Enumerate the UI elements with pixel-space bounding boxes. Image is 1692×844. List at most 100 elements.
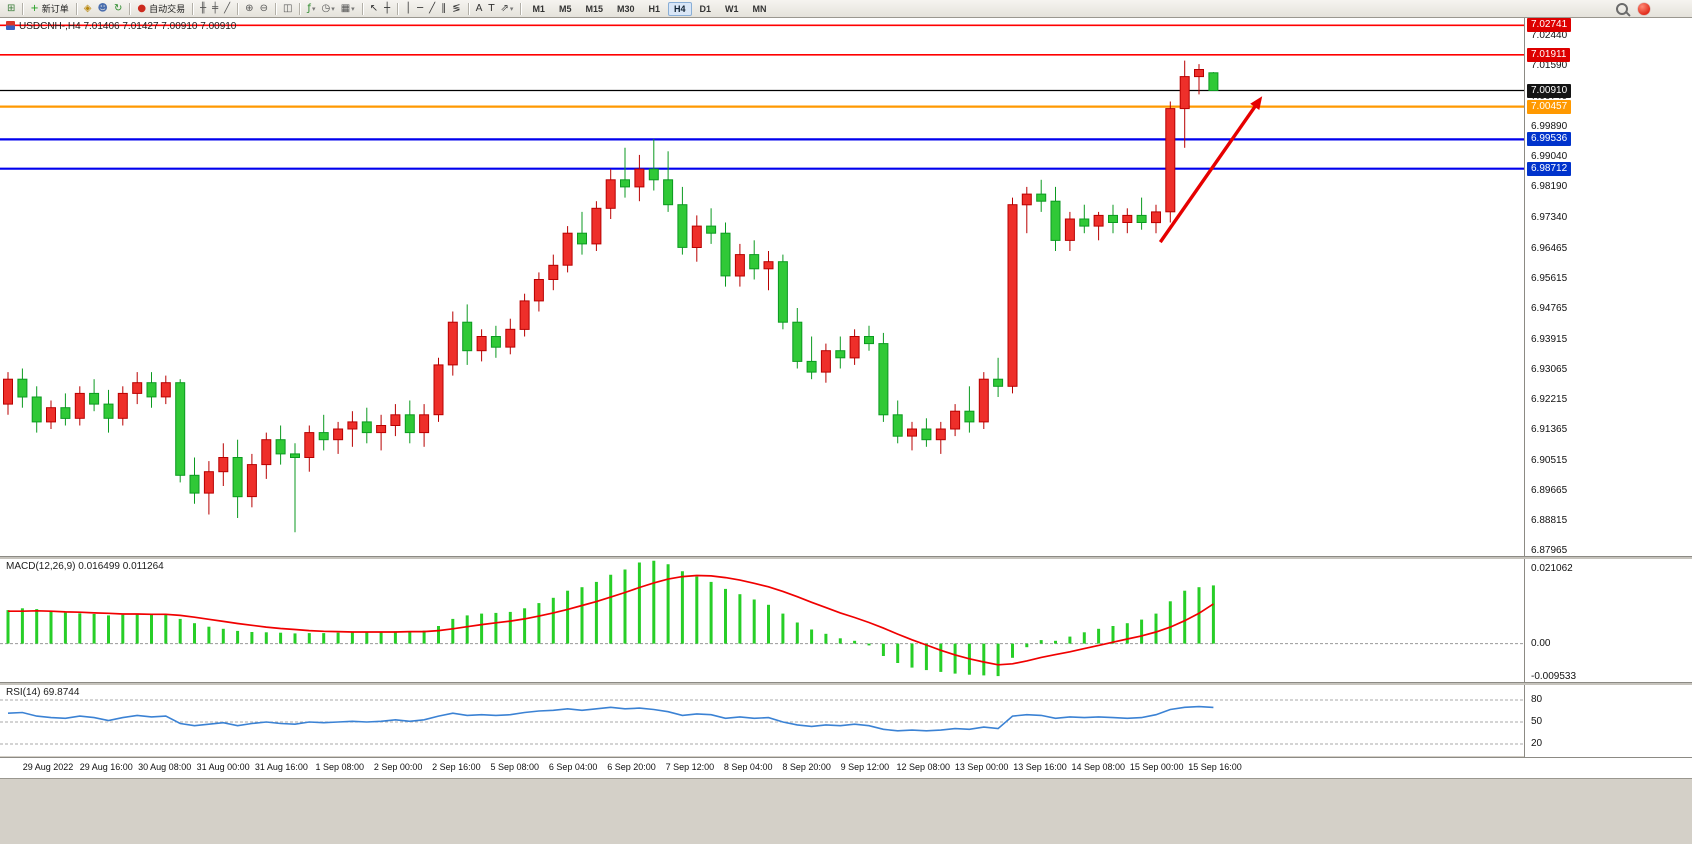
arrows-icon[interactable]: ⇗ ▾: [498, 1, 517, 16]
timeframe-m1-button[interactable]: M1: [532, 3, 545, 14]
toolbar-separator: [397, 2, 399, 15]
new-order-button[interactable]: + 新订单: [27, 1, 71, 16]
time-label: 29 Aug 16:00: [79, 762, 133, 772]
notifications-icon[interactable]: [1638, 2, 1650, 15]
horizontal-line-objects[interactable]: [0, 24, 1524, 170]
toolbar-separator: [467, 2, 469, 15]
panel-splitter[interactable]: [0, 682, 1692, 685]
rsi-chart[interactable]: [0, 684, 1524, 756]
layouts-icon[interactable]: ◈: [81, 1, 95, 16]
profile-icon: ☻: [97, 3, 108, 14]
rsi-panel[interactable]: RSI(14) 69.8744: [0, 684, 1524, 756]
crosshair-icon[interactable]: ┼: [381, 1, 393, 16]
timeframe-mn-button[interactable]: MN: [752, 3, 767, 14]
templates-icon[interactable]: ▦ ▾: [338, 1, 358, 16]
trendline-icon: ╱: [429, 3, 436, 14]
price-tick: 6.99040: [1531, 151, 1568, 162]
toolbar-separator: [22, 2, 24, 15]
text-icon: A: [475, 3, 483, 14]
auto-trading-button[interactable]: ● 自动交易: [134, 1, 188, 16]
toolbar-separator: [237, 2, 239, 15]
search-icon[interactable]: [1616, 2, 1628, 15]
panel-splitter[interactable]: [0, 556, 1692, 559]
line-chart-icon[interactable]: ╱: [221, 1, 233, 16]
time-label: 15 Sep 00:00: [1129, 762, 1184, 772]
price-tick: 7.02440: [1531, 30, 1568, 41]
rsi-scale-tick: 20: [1531, 738, 1543, 749]
cursor-icon[interactable]: ↖: [367, 1, 381, 16]
time-label: 13 Sep 16:00: [1013, 762, 1067, 772]
new-order-icon: +: [30, 3, 39, 14]
price-badge: 7.01911: [1527, 47, 1571, 62]
time-label: 8 Sep 04:00: [723, 762, 773, 772]
price-badge: 6.98712: [1527, 161, 1572, 176]
timeframe-d1-button[interactable]: D1: [699, 3, 712, 14]
refresh-icon[interactable]: ↻: [111, 1, 125, 16]
price-scale[interactable]: 7.024407.015907.007406.998906.990406.981…: [1524, 18, 1692, 757]
macd-chart[interactable]: [0, 558, 1524, 682]
horizontal-line-icon[interactable]: ─: [414, 1, 426, 16]
price-tick: 6.93065: [1531, 363, 1568, 375]
vertical-line-icon[interactable]: │: [402, 1, 414, 16]
candlestick-chart-icon: ╪: [212, 3, 219, 14]
timeframe-h1-button[interactable]: H1: [648, 3, 661, 14]
fibonacci-icon[interactable]: ≶: [449, 1, 463, 16]
time-label: 2 Sep 16:00: [432, 762, 481, 772]
text-label-icon[interactable]: T: [485, 1, 497, 16]
price-badge: 7.00910: [1527, 83, 1572, 98]
price-tick: 6.94765: [1531, 303, 1568, 315]
refresh-icon: ↻: [113, 3, 123, 14]
time-axis[interactable]: 29 Aug 2022 29 Aug 16:00 30 Aug 08:00 31 Au…: [0, 757, 1692, 778]
macd-histogram: [6, 560, 1215, 677]
toolbar-separator: [75, 2, 77, 15]
macd-panel[interactable]: MACD(12,26,9) 0.016499 0.011264: [0, 558, 1524, 682]
timeframe-m15-button[interactable]: M15: [585, 3, 603, 14]
candlestick-chart[interactable]: [0, 18, 1524, 556]
text-icon[interactable]: A: [473, 1, 486, 16]
price-tick: 6.96465: [1531, 242, 1568, 254]
timeframe-h4-button[interactable]: H4: [668, 1, 692, 16]
tile-windows-icon[interactable]: ◫: [280, 1, 295, 16]
toolbar-separator: [361, 2, 363, 15]
time-label: 7 Sep 12:00: [665, 762, 715, 772]
timeframe-m30-button[interactable]: M30: [616, 3, 635, 14]
toolbar-separator: [520, 2, 522, 15]
text-label-icon: T: [488, 3, 495, 14]
zoom-out-icon[interactable]: ⊖: [257, 1, 271, 16]
new-chart-icon[interactable]: ⊞: [4, 1, 18, 16]
time-label: 9 Sep 12:00: [840, 762, 890, 772]
zoom-in-icon: ⊕: [245, 3, 254, 14]
price-tick: 6.95615: [1531, 273, 1568, 284]
time-label: 31 Aug 16:00: [254, 762, 308, 772]
indicators-icon[interactable]: ƒ ▾: [304, 1, 318, 16]
price-tick: 6.93915: [1531, 333, 1568, 345]
bar-chart-icon[interactable]: ╫: [197, 1, 209, 16]
macd-label: MACD(12,26,9) 0.016499 0.011264: [6, 561, 164, 572]
candles: [3, 60, 1219, 533]
arrows-icon: ⇗: [500, 3, 509, 14]
chevron-down-icon: ▾: [331, 5, 335, 13]
periods-icon: ◷: [321, 3, 331, 14]
channel-icon[interactable]: ∥: [438, 1, 449, 16]
time-label: 14 Sep 08:00: [1071, 762, 1126, 772]
price-tick: 6.98190: [1531, 181, 1568, 193]
trend-arrow-annotation[interactable]: [1158, 96, 1263, 244]
price-tick: 6.90515: [1531, 454, 1568, 466]
crosshair-icon: ┼: [384, 3, 391, 14]
timeframe-m5-button[interactable]: M5: [558, 3, 572, 14]
price-badge: 7.00457: [1527, 99, 1572, 114]
profile-icon[interactable]: ☻: [95, 1, 111, 16]
chart-ohlc-text: USDCNH-,H4 7.01406 7.01427 7.00910 7.009…: [19, 21, 237, 32]
price-tick: 6.91365: [1531, 424, 1568, 436]
trendline-icon[interactable]: ╱: [426, 1, 438, 16]
candlestick-chart-icon[interactable]: ╪: [209, 1, 221, 16]
zoom-in-icon[interactable]: ⊕: [242, 1, 256, 16]
price-badge: 6.99536: [1527, 132, 1572, 147]
timeframe-w1-button[interactable]: W1: [725, 3, 739, 14]
tile-windows-icon: ◫: [282, 3, 293, 14]
channel-icon: ∥: [441, 3, 447, 14]
main-chart-panel[interactable]: USDCNH-,H4 7.01406 7.01427 7.00910 7.009…: [0, 18, 1524, 556]
price-tick: 6.97340: [1531, 211, 1568, 223]
time-label: 31 Aug 00:00: [196, 762, 250, 772]
periods-icon[interactable]: ◷ ▾: [318, 1, 337, 16]
